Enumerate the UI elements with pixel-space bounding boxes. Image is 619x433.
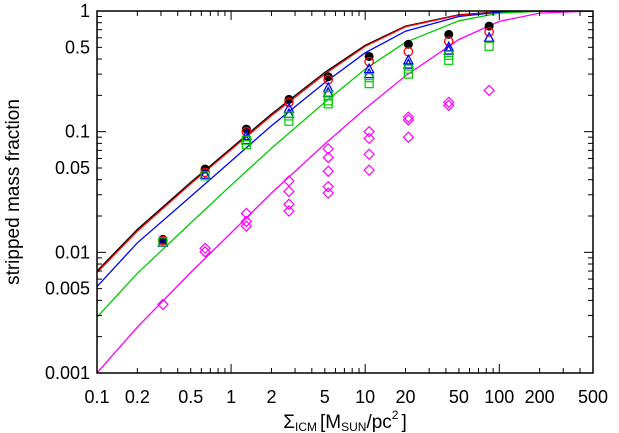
x-axis-sigma-subscript: ICM — [295, 420, 317, 433]
data-point-open-diamond-22 — [402, 131, 415, 144]
data-point-open-triangle-3 — [240, 129, 252, 141]
x-axis-close-bracket: ] — [401, 412, 406, 433]
x-axis-superscript: 2 — [392, 408, 399, 422]
x-axis-label: ΣICM [MSUN/pc2] — [283, 408, 407, 433]
data-point-open-diamond-13 — [322, 165, 335, 178]
data-point-open-diamond-21 — [402, 114, 415, 126]
data-point-open-square-15 — [444, 55, 454, 65]
y-tick-labels: 0.001 0.005 0.01 0.05 0.1 0.5 1 — [45, 1, 90, 383]
y-tick-label: 0.5 — [65, 37, 90, 57]
data-point-filled-circle-7 — [403, 39, 413, 49]
y-tick-label: 0.005 — [45, 279, 90, 299]
data-point-filled-circle-4 — [284, 94, 294, 104]
data-point-filled-circle-5 — [323, 72, 333, 82]
data-point-open-diamond-19 — [363, 164, 375, 176]
x-axis-m-subscript: SUN — [341, 420, 366, 433]
data-point-open-square-6 — [284, 116, 294, 126]
data-point-open-diamond-14 — [322, 180, 335, 193]
y-axis-label: stripped mass fraction — [3, 99, 24, 285]
y-tick-label: 0.001 — [45, 363, 90, 383]
data-point-open-diamond-8 — [283, 185, 295, 198]
data-point-open-square-14 — [444, 50, 454, 60]
y-tick-label: 0.1 — [65, 122, 90, 142]
data-point-open-diamond-2 — [199, 242, 211, 255]
data-point-open-diamond-3 — [199, 245, 211, 258]
data-point-open-diamond-15 — [322, 187, 335, 199]
data-point-open-square-13 — [403, 69, 413, 79]
data-point-open-diamond-5 — [240, 215, 253, 228]
data-point-open-triangle-12 — [402, 58, 414, 69]
data-point-filled-circle-8 — [444, 29, 454, 39]
x-tick-label: 100 — [484, 387, 514, 407]
y-tick-label: 1 — [80, 1, 90, 21]
x-tick-label: 2 — [266, 387, 276, 407]
data-point-open-diamond-12 — [322, 151, 335, 164]
data-point-open-triangle-9 — [363, 62, 375, 74]
data-point-open-diamond-1 — [157, 298, 169, 311]
x-tick-label: 0.5 — [178, 387, 203, 407]
x-tick-label: 1 — [226, 387, 236, 407]
data-point-open-square-1 — [158, 237, 168, 247]
data-point-open-square-16 — [484, 41, 494, 51]
x-axis-slash-pc: /pc — [366, 412, 391, 433]
data-point-open-square-5 — [284, 111, 294, 121]
data-point-open-diamond-18 — [363, 148, 375, 161]
x-tick-label: 200 — [525, 387, 555, 407]
data-point-open-diamond-24 — [442, 99, 455, 112]
axis-ticks — [96, 10, 594, 374]
data-point-open-square-2 — [200, 171, 210, 181]
data-point-open-circle-6 — [364, 56, 374, 67]
model-curve-3 — [97, 11, 593, 288]
x-tick-label: 10 — [355, 387, 375, 407]
x-axis-sigma: Σ — [283, 412, 295, 433]
data-point-open-triangle-14 — [443, 44, 455, 55]
data-point-open-square-12 — [403, 64, 413, 74]
data-point-open-diamond-20 — [402, 111, 415, 123]
data-point-open-triangle-2 — [199, 168, 211, 179]
data-point-open-circle-9 — [484, 27, 494, 37]
data-point-open-diamond-16 — [363, 125, 375, 138]
data-point-open-diamond-17 — [363, 132, 375, 145]
data-point-open-diamond-25 — [483, 84, 495, 97]
x-tick-label: 0.2 — [125, 387, 150, 407]
data-point-open-diamond-9 — [283, 198, 295, 211]
plot-frame — [96, 10, 594, 374]
x-tick-label: 5 — [320, 387, 330, 407]
x-tick-label: 20 — [396, 387, 416, 407]
data-point-open-triangle-15 — [483, 31, 495, 42]
x-tick-label: 50 — [449, 387, 469, 407]
data-markers — [157, 21, 495, 311]
data-point-open-diamond-23 — [442, 96, 455, 109]
data-point-filled-circle-6 — [364, 51, 374, 61]
data-point-open-diamond-6 — [240, 220, 253, 232]
data-point-open-square-11 — [364, 79, 374, 89]
x-tick-label: 0.1 — [84, 387, 109, 407]
data-point-open-diamond-10 — [283, 205, 295, 217]
data-point-open-square-10 — [364, 73, 374, 83]
model-curve-4 — [97, 11, 593, 318]
y-tick-label: 0.05 — [55, 158, 90, 178]
data-point-filled-circle-3 — [241, 124, 251, 134]
x-tick-labels: 0.1 0.2 0.5 1 2 5 10 20 50 100 200 500 — [84, 387, 608, 407]
x-axis-open-bracket: [M — [320, 412, 341, 433]
data-point-open-diamond-4 — [240, 207, 253, 220]
data-point-open-diamond-11 — [322, 143, 335, 155]
y-tick-label: 0.01 — [55, 242, 90, 262]
x-tick-label: 500 — [578, 387, 608, 407]
data-point-open-triangle-11 — [402, 53, 414, 65]
data-point-open-square-4 — [241, 140, 251, 150]
data-point-open-circle-4 — [284, 97, 294, 108]
data-point-open-square-9 — [323, 99, 333, 109]
model-curve-5 — [97, 11, 593, 373]
